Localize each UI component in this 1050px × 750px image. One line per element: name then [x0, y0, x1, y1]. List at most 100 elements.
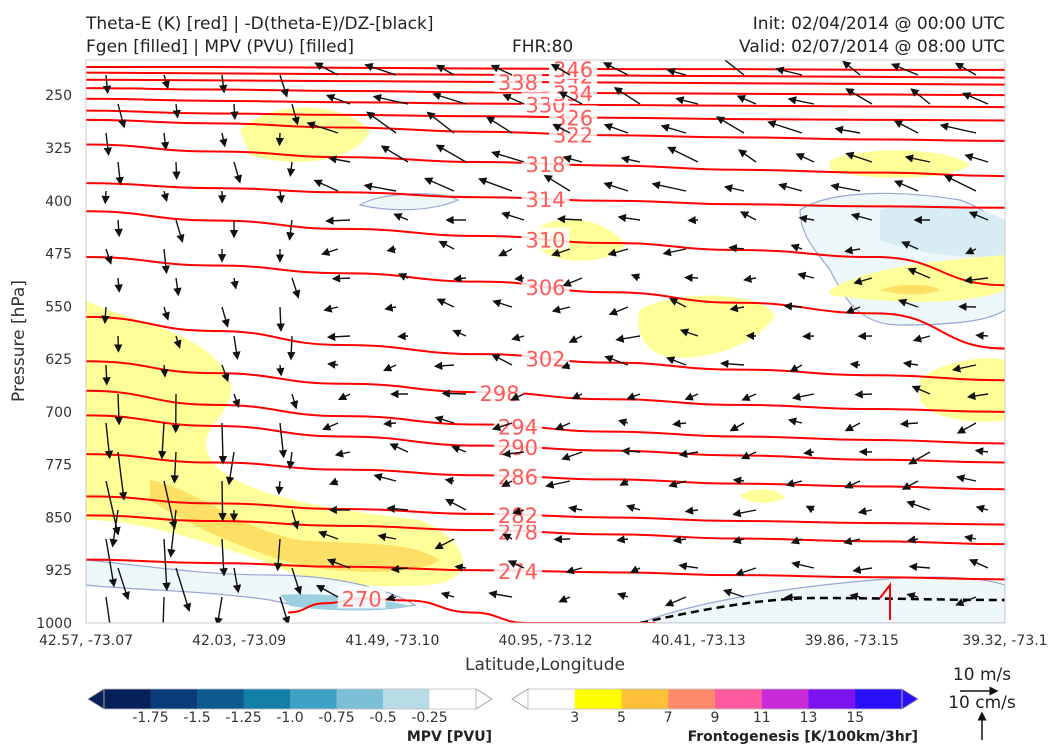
wind-vector — [890, 63, 919, 76]
wind-vector — [279, 74, 289, 98]
wind-vector — [232, 567, 242, 594]
y-tick-label: 850 — [45, 510, 72, 526]
wind-vector — [791, 560, 815, 569]
wind-vector — [965, 246, 977, 255]
wind-vector — [845, 151, 873, 163]
wind-vector — [732, 535, 745, 545]
wind-vector — [385, 593, 397, 602]
colorbar-cell — [761, 689, 809, 709]
wind-vector — [498, 248, 513, 257]
wind-vector — [115, 161, 124, 186]
theta-e-line — [86, 78, 1005, 86]
wind-vector — [161, 248, 170, 275]
wind-vector — [785, 479, 803, 488]
wind-vector — [604, 355, 629, 366]
wind-vector — [620, 155, 641, 164]
wind-vector — [543, 174, 571, 192]
wind-vector — [445, 498, 467, 511]
y-tick-label: 925 — [45, 563, 72, 579]
mpv-area — [830, 255, 1005, 302]
wind-vector — [897, 298, 919, 308]
wind-vector — [556, 215, 583, 224]
valid-time: Valid: 02/07/2014 @ 08:00 UTC — [739, 37, 1005, 57]
theta-e-label: 338 — [498, 71, 538, 95]
wind-vector — [218, 422, 228, 465]
wind-vector — [561, 451, 583, 461]
wind-vector — [736, 95, 757, 105]
theta-e-label-bg — [521, 151, 570, 174]
wind-vector — [161, 306, 170, 321]
theta-e-label-bg — [493, 70, 542, 93]
wind-vector — [287, 335, 296, 361]
wind-vector — [662, 248, 687, 257]
colorbar-tick-label: 11 — [753, 710, 771, 726]
wind-vector — [912, 334, 931, 343]
wind-vector — [172, 103, 181, 119]
wind-vector — [323, 304, 339, 313]
wind-vector — [966, 391, 989, 401]
theta-e-boundary — [879, 582, 891, 620]
wind-vector — [795, 153, 815, 163]
x-tick-label: 42.57, -73.07 — [39, 633, 133, 649]
wind-vector — [844, 480, 861, 489]
wind-vector — [790, 243, 803, 252]
wind-vector — [562, 154, 583, 164]
fgen-colorbar: 3 5 7 9 11 13 15 — [511, 688, 919, 726]
wind-vector — [514, 274, 525, 283]
wind-vector — [678, 449, 699, 458]
wind-vector — [617, 592, 629, 601]
wind-vector — [274, 538, 283, 572]
wind-vector — [329, 477, 339, 486]
wind-vector — [488, 590, 513, 599]
wind-vector — [603, 123, 629, 134]
wind-vector — [558, 594, 571, 603]
colorbar-cell — [197, 689, 244, 709]
wind-vector — [964, 534, 977, 543]
wind-vector — [684, 506, 699, 515]
wind-vector — [602, 62, 629, 76]
colorbar-end — [511, 688, 529, 710]
wind-key: 10 m/s 10 cm/s — [948, 665, 1016, 740]
theta-e-line — [86, 558, 1005, 581]
colorbar-cell — [150, 689, 198, 709]
theta-e-label-bg — [521, 186, 570, 209]
wind-vector — [454, 563, 467, 572]
wind-vector — [783, 302, 803, 311]
mpv-colorbar-title: MPV [PVU] — [407, 729, 492, 745]
colorbar-tick-label: -1.5 — [183, 710, 210, 726]
colorbar-cell — [855, 689, 903, 709]
wind-vector — [729, 422, 745, 432]
wind-vector — [968, 559, 989, 569]
wind-vector — [291, 277, 301, 299]
wind-vector — [167, 509, 177, 558]
wind-vector — [906, 500, 931, 511]
wind-vector — [964, 153, 989, 163]
theta-e-label-bg — [337, 586, 386, 609]
wind-vector — [660, 123, 687, 134]
y-tick-label: 625 — [45, 352, 72, 368]
wind-vector — [161, 74, 170, 90]
x-tick-label: 41.49, -73.10 — [345, 633, 439, 649]
wind-vector — [844, 422, 861, 432]
wind-vector — [904, 154, 931, 163]
wind-vector — [117, 451, 128, 501]
wind-vector — [441, 389, 467, 398]
wind-vector — [397, 273, 409, 281]
colorbar-frame — [527, 688, 903, 710]
wind-vector — [117, 567, 130, 601]
wind-vector — [286, 219, 295, 241]
colorbar-end — [901, 688, 919, 710]
theta-e-line — [86, 360, 1005, 413]
wind-vector — [105, 538, 117, 588]
wind-vector — [675, 96, 699, 105]
wind-vector — [291, 509, 300, 530]
x-tick-label: 40.41, -73.13 — [652, 633, 746, 649]
wind-vector — [843, 536, 861, 546]
wind-vector — [491, 150, 525, 163]
wind-vector — [104, 422, 114, 460]
theta-e-line — [86, 118, 1005, 142]
wind-vector — [276, 190, 285, 204]
wind-vector — [857, 507, 873, 516]
wind-vector — [386, 245, 397, 254]
